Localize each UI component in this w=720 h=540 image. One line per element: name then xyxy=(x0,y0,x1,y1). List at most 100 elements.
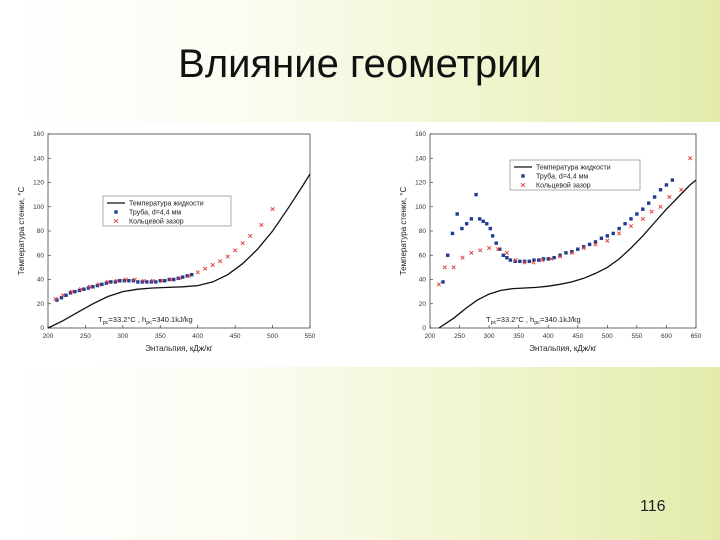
left-tube-point xyxy=(190,272,194,277)
left-annular-point xyxy=(105,279,111,285)
left-tube-point xyxy=(163,279,167,283)
right-tube-point xyxy=(635,212,639,216)
right-x-tick-label: 200 xyxy=(425,333,436,340)
right-y-tick-label: 100 xyxy=(415,204,426,211)
left-annular-point xyxy=(78,287,84,292)
right-annotation: Tpc=33.2°C , hpc=340.1kJ/kg xyxy=(486,315,581,326)
left-tube-point xyxy=(73,289,77,294)
right-annular-point xyxy=(557,254,563,259)
right-tube-point xyxy=(581,245,586,249)
left-x-tick-label: 550 xyxy=(305,333,316,340)
right-tube-point xyxy=(576,247,580,251)
left-tube-point xyxy=(172,277,176,282)
left-plot-frame xyxy=(47,133,311,329)
right-annular-point xyxy=(569,250,574,255)
right-tube-point xyxy=(527,259,532,264)
right-annular-point xyxy=(522,260,527,265)
right-annular-point xyxy=(460,255,465,260)
chart-right: 200 250 300 350 400 450 500 550 600 650 0 20 40 60 80 1… xyxy=(399,131,702,353)
right-y-tick-label: 0 xyxy=(422,325,426,332)
left-y-tick-label: 140 xyxy=(33,155,44,162)
right-tube-point xyxy=(611,231,615,236)
left-y-tick-label: 20 xyxy=(37,301,45,308)
left-tube-point xyxy=(136,280,140,284)
figure-band: 200 250 300 350 400 450 500 550 0 20 40 60 80 100 120 1… xyxy=(0,122,720,367)
right-tube-point xyxy=(518,259,522,264)
right-tube-point xyxy=(558,253,562,257)
left-x-tick-label: 500 xyxy=(267,333,278,340)
right-tube-point xyxy=(441,280,445,284)
left-annular-point xyxy=(53,296,58,302)
right-y-tick-label: 60 xyxy=(419,252,427,259)
right-tube-point xyxy=(658,188,663,192)
right-annular-point xyxy=(513,257,518,263)
right-tube-point xyxy=(485,222,489,226)
left-tube-point xyxy=(82,287,86,291)
left-y-tick-label: 160 xyxy=(33,131,44,138)
right-legend-box xyxy=(509,159,641,191)
right-tube-point xyxy=(450,231,455,236)
right-annular-point xyxy=(451,265,456,270)
right-tube-point xyxy=(481,219,485,223)
left-tube-point xyxy=(118,279,122,283)
left-y-tick-label: 100 xyxy=(33,204,44,211)
right-x-tick-label: 550 xyxy=(631,333,642,340)
right-tube-point xyxy=(641,207,645,211)
right-tube-point xyxy=(477,217,482,221)
left-legend-square-swatch xyxy=(114,210,118,214)
left-x-axis-label: Энтальпия, кДж/кг xyxy=(145,344,213,353)
left-tube-point xyxy=(158,279,162,283)
left-y-tick-label: 120 xyxy=(33,180,44,187)
left-y-axis-label: Температура стенки, °С xyxy=(17,187,26,276)
left-annular-point xyxy=(87,284,93,289)
left-legend-x-swatch xyxy=(113,218,119,224)
left-tube-point xyxy=(64,293,68,297)
right-tube-point xyxy=(494,241,498,245)
right-annular-point xyxy=(531,260,536,265)
left-annular-point xyxy=(177,276,182,281)
right-annular-point xyxy=(469,250,474,255)
right-x-tick-label: 500 xyxy=(602,333,613,340)
left-annular-point xyxy=(96,282,102,287)
right-annular-point xyxy=(504,250,509,255)
right-tube-point xyxy=(522,259,527,264)
right-tube-point xyxy=(474,192,478,197)
right-tube-point xyxy=(629,217,633,221)
left-legend-label: Кольцевой зазор xyxy=(129,217,184,225)
left-annular-point xyxy=(195,270,200,275)
left-y-tick-label: 80 xyxy=(37,228,45,235)
right-tube-point xyxy=(605,234,610,238)
left-tube-point xyxy=(109,280,113,284)
left-tube-point xyxy=(176,276,180,280)
left-x-tick-label: 300 xyxy=(117,333,128,340)
right-x-tick-label: 350 xyxy=(513,333,524,340)
left-annular-point xyxy=(159,278,164,283)
right-tube-point xyxy=(537,258,541,262)
right-tube-point xyxy=(570,249,574,254)
right-annular-point xyxy=(549,256,554,262)
slide-title: Влияние геометрии xyxy=(178,42,542,86)
right-y-tick-label: 80 xyxy=(419,228,427,235)
left-annular-point xyxy=(123,277,128,282)
right-tube-point xyxy=(446,253,450,257)
right-annular-point xyxy=(687,156,693,161)
left-tube-point xyxy=(59,295,64,300)
right-y-tick-label: 160 xyxy=(415,131,426,138)
right-x-tick-label: 250 xyxy=(454,333,465,340)
right-tube-point xyxy=(664,183,669,187)
left-x-tick-label: 200 xyxy=(43,333,54,340)
left-annular-point xyxy=(150,278,155,283)
left-annular-point xyxy=(225,254,230,259)
right-y-tick-label: 120 xyxy=(415,180,426,187)
right-y-tick-label: 40 xyxy=(419,277,427,284)
left-annular-point xyxy=(259,222,264,228)
right-tube-point xyxy=(623,222,627,226)
left-tube-point xyxy=(91,285,95,289)
right-x-tick-label: 300 xyxy=(484,333,495,340)
right-tube-point xyxy=(455,212,459,216)
left-series-fluid-temperature-line xyxy=(47,173,311,329)
right-x-tick-label: 600 xyxy=(661,333,672,340)
right-annular-point xyxy=(679,187,684,192)
